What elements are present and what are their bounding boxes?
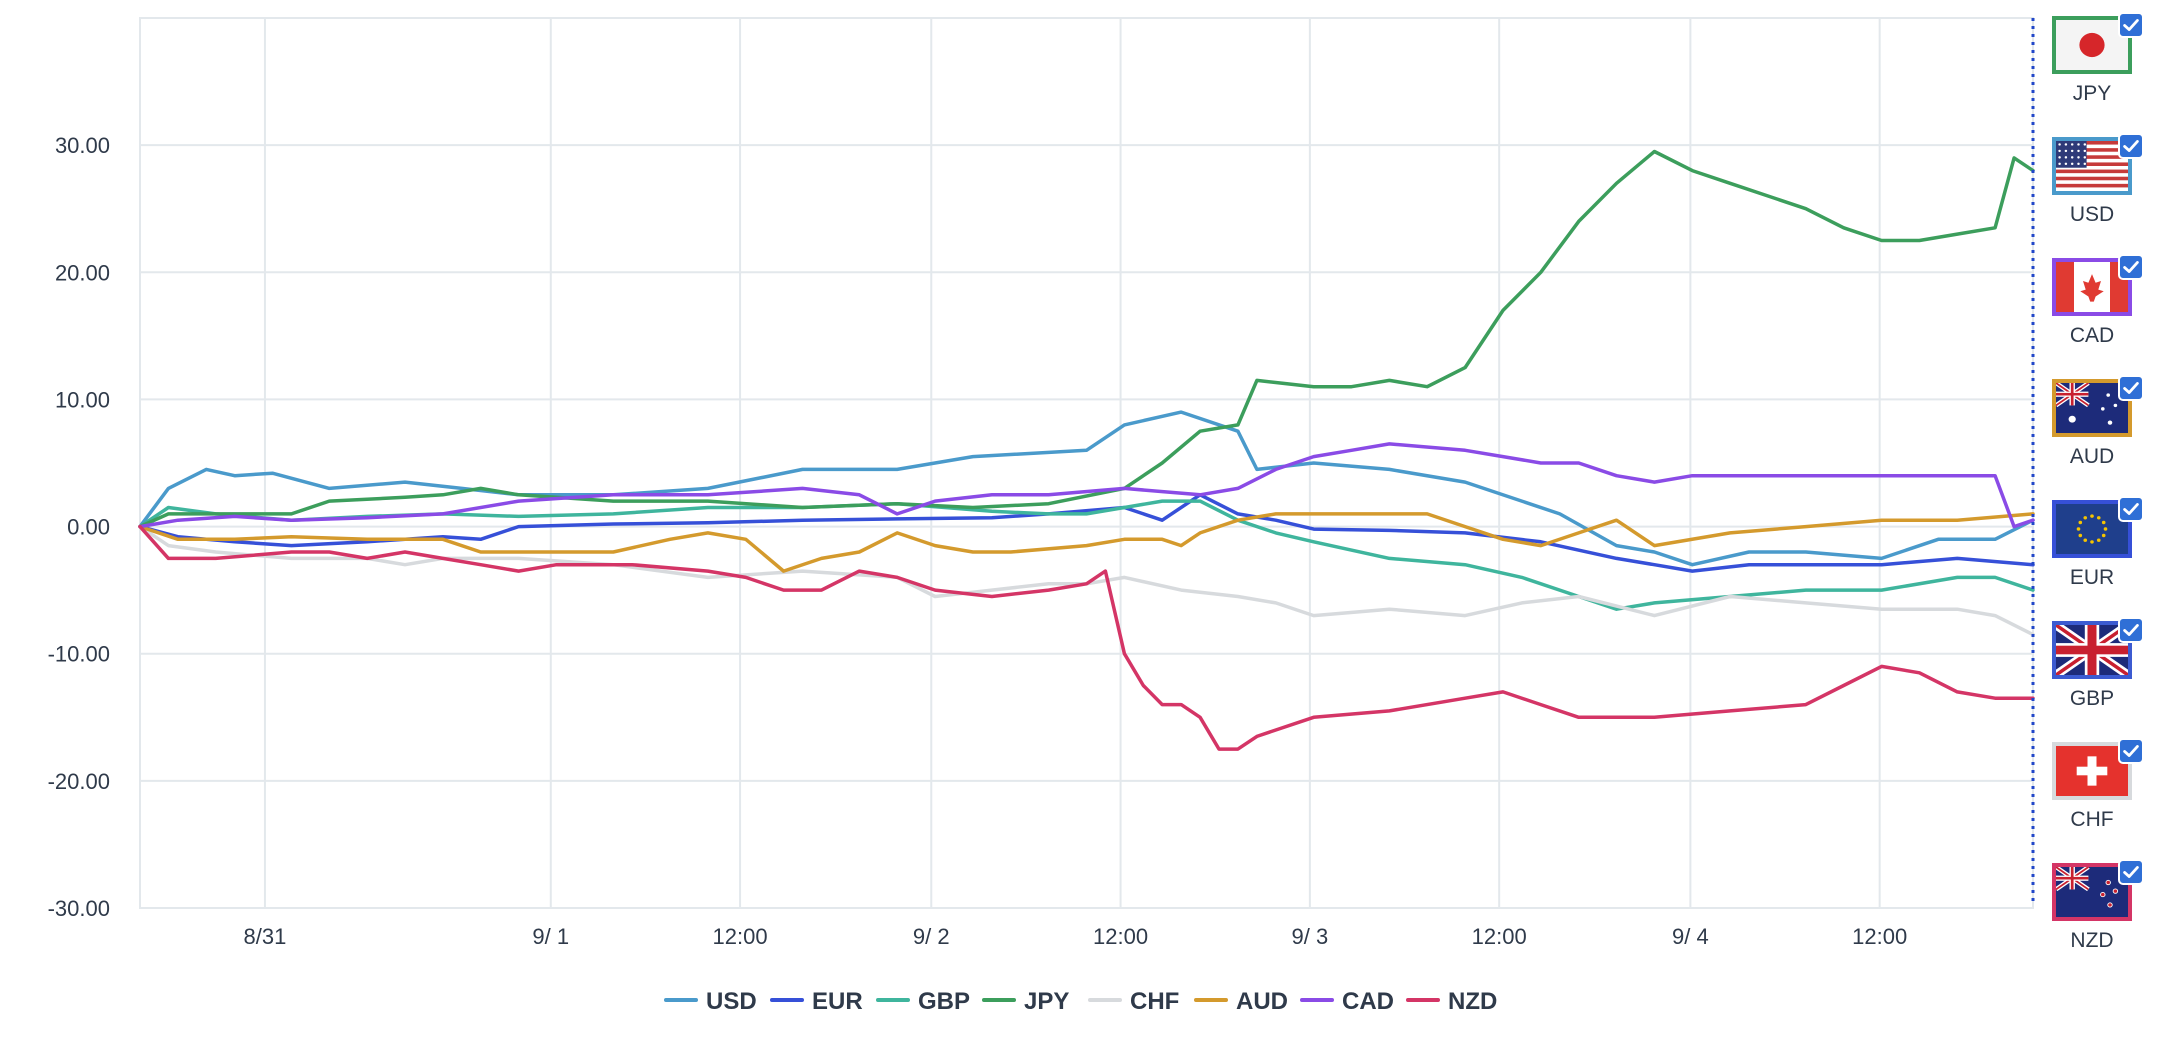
currency-code-label: CHF [2070,808,2114,831]
y-tick-label: -20.00 [48,769,110,794]
legend-item-chf[interactable]: CHF [1088,988,1179,1015]
legend-label: CHF [1130,988,1179,1015]
currency-toggle-gbp[interactable]: GBP [2040,617,2150,733]
x-tick-label: 9/ 1 [532,924,569,949]
currency-code-label: GBP [2069,687,2115,710]
checkbox-checked-icon[interactable] [2118,859,2144,885]
checkbox-checked-icon[interactable] [2118,617,2144,643]
currency-code-label: NZD [2070,929,2114,952]
checkbox-checked-icon[interactable] [2118,375,2144,401]
checkbox-checked-icon[interactable] [2118,133,2144,159]
series-line-eur [138,493,2035,573]
currency-code-label: CAD [2069,324,2115,347]
x-tick-label: 8/31 [244,924,287,949]
legend-label: GBP [918,988,970,1015]
y-tick-label: -30.00 [48,896,110,921]
series-line-chf [138,524,2035,637]
currency-toggle-nzd[interactable]: NZD [2040,859,2150,975]
series-line-gbp [138,499,2035,611]
currency-toggle-usd[interactable]: USD [2040,133,2150,249]
series-line-nzd [138,524,2035,751]
legend-item-gbp[interactable]: GBP [876,988,970,1015]
x-tick-label: 12:00 [1472,924,1527,949]
y-tick-label: 30.00 [55,133,110,158]
series-line-cad [138,442,2035,529]
nzd-flag-icon [2052,863,2132,921]
eur-flag-icon [2052,500,2132,558]
legend-label: CAD [1342,988,1394,1015]
y-tick-label: -10.00 [48,642,110,667]
legend-item-jpy[interactable]: JPY [982,988,1069,1015]
currency-code-label: JPY [2072,82,2112,105]
series-line-aud [138,512,2035,573]
x-tick-label: 9/ 4 [1672,924,1709,949]
legend-item-eur[interactable]: EUR [770,988,863,1015]
currency-toggle-chf[interactable]: CHF [2040,738,2150,854]
x-tick-label: 9/ 3 [1292,924,1329,949]
y-tick-label: 20.00 [55,260,110,285]
currency-toggle-jpy[interactable]: JPY [2040,12,2150,128]
x-tick-label: 12:00 [1093,924,1148,949]
checkbox-checked-icon[interactable] [2118,496,2144,522]
y-tick-label: 0.00 [67,515,110,540]
legend-item-aud[interactable]: AUD [1194,988,1288,1015]
series-line-usd [138,410,2035,567]
legend-label: USD [706,988,757,1015]
legend-item-nzd[interactable]: NZD [1406,988,1497,1015]
legend-label: EUR [812,988,863,1015]
currency-toggle-aud[interactable]: AUD [2040,375,2150,491]
currency-toggle-cad[interactable]: CAD [2040,254,2150,370]
legend-label: NZD [1448,988,1497,1015]
checkbox-checked-icon[interactable] [2118,254,2144,280]
currency-toggle-eur[interactable]: EUR [2040,496,2150,612]
series-line-jpy [138,149,2035,529]
legend-item-usd[interactable]: USD [664,988,757,1015]
legend-label: AUD [1236,988,1288,1015]
currency-code-label: AUD [2069,445,2115,468]
legend-label: JPY [1024,988,1069,1015]
chf-flag-icon [2052,742,2132,800]
x-tick-label: 12:00 [713,924,768,949]
x-tick-label: 9/ 2 [913,924,950,949]
jpy-flag-icon [2052,16,2132,74]
currency-code-label: EUR [2069,566,2115,589]
plot-area [139,17,2034,909]
y-tick-label: 10.00 [55,387,110,412]
checkbox-checked-icon[interactable] [2118,12,2144,38]
x-tick-label: 12:00 [1852,924,1907,949]
currency-code-label: USD [2069,203,2115,226]
cad-flag-icon [2052,258,2132,316]
checkbox-checked-icon[interactable] [2118,738,2144,764]
legend-item-cad[interactable]: CAD [1300,988,1394,1015]
